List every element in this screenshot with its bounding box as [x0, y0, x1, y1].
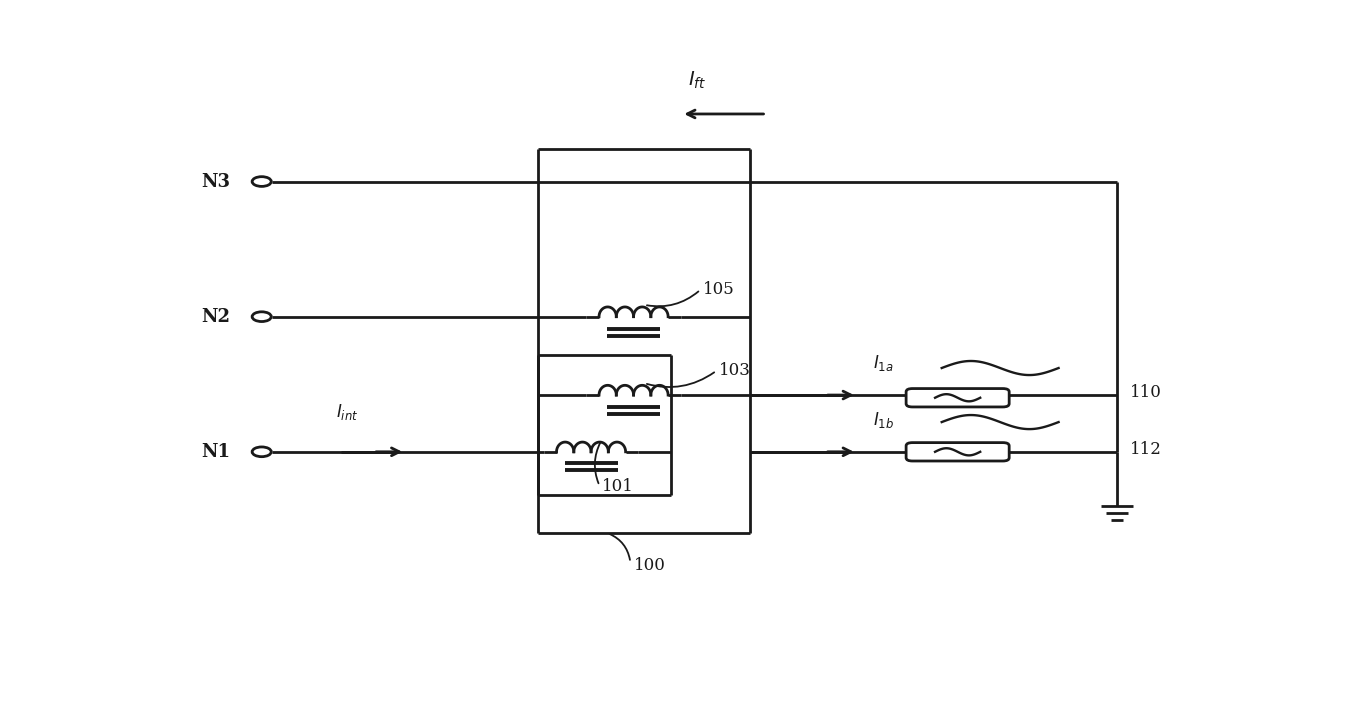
- Text: N2: N2: [200, 307, 230, 326]
- Text: 103: 103: [718, 362, 750, 379]
- FancyBboxPatch shape: [906, 443, 1009, 461]
- FancyBboxPatch shape: [906, 389, 1009, 407]
- Text: $I_{1a}$: $I_{1a}$: [873, 353, 894, 373]
- Text: N1: N1: [200, 443, 230, 461]
- Text: N3: N3: [200, 173, 230, 190]
- Text: 112: 112: [1130, 441, 1161, 458]
- Text: $I_{ft}$: $I_{ft}$: [688, 70, 706, 91]
- Text: $I_{1b}$: $I_{1b}$: [873, 410, 894, 430]
- Text: 105: 105: [703, 281, 735, 298]
- Text: $I_{int}$: $I_{int}$: [336, 402, 358, 422]
- Text: 100: 100: [633, 557, 665, 574]
- Text: 101: 101: [602, 479, 633, 496]
- Text: 110: 110: [1130, 384, 1161, 401]
